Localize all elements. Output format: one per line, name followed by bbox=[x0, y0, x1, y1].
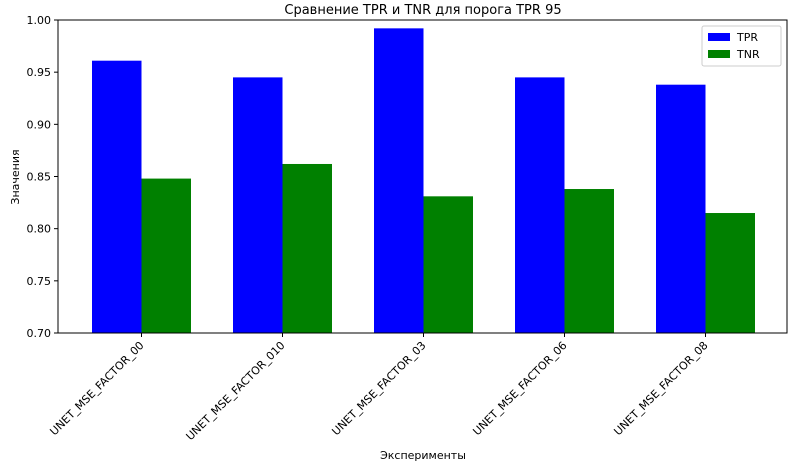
y-tick-label: 0.70 bbox=[27, 327, 52, 340]
y-tick-label: 0.85 bbox=[27, 171, 52, 184]
chart-title: Сравнение TPR и TNR для порога TPR 95 bbox=[284, 3, 561, 18]
legend-swatch-tpr bbox=[708, 33, 730, 41]
y-tick-label: 1.00 bbox=[27, 14, 52, 27]
bar-tnr-1 bbox=[282, 163, 332, 333]
bar-tpr-2 bbox=[374, 28, 424, 333]
bar-tpr-0 bbox=[92, 60, 142, 333]
bar-tpr-4 bbox=[656, 84, 706, 333]
bar-tnr-3 bbox=[564, 189, 614, 333]
y-axis-label: Значения bbox=[9, 149, 22, 204]
bar-tnr-4 bbox=[705, 213, 755, 333]
legend: TPR TNR bbox=[701, 25, 782, 67]
x-tick-label: UNET_MSE_FACTOR_03 bbox=[329, 339, 428, 438]
x-axis-label: Эксперименты bbox=[380, 449, 466, 462]
x-tick-label: UNET_MSE_FACTOR_06 bbox=[470, 339, 569, 438]
bar-tnr-2 bbox=[423, 196, 473, 333]
y-tick-label: 0.80 bbox=[27, 223, 52, 236]
legend-swatch-tnr bbox=[708, 50, 730, 58]
bar-tpr-3 bbox=[515, 77, 565, 333]
x-tick-label: UNET_MSE_FACTOR_010 bbox=[184, 339, 288, 443]
x-axis: UNET_MSE_FACTOR_00 UNET_MSE_FACTOR_010 UNE… bbox=[47, 333, 711, 443]
x-tick-label: UNET_MSE_FACTOR_08 bbox=[611, 339, 710, 438]
bar-tnr-0 bbox=[141, 178, 191, 333]
x-tick-label: UNET_MSE_FACTOR_00 bbox=[47, 339, 146, 438]
y-tick-label: 0.90 bbox=[27, 118, 52, 131]
y-tick-label: 0.75 bbox=[27, 275, 52, 288]
legend-label-tnr: TNR bbox=[736, 48, 760, 61]
legend-label-tpr: TPR bbox=[736, 31, 758, 44]
y-axis: 0.70 0.75 0.80 0.85 0.90 0.95 1.00 bbox=[27, 14, 58, 340]
bar-tpr-1 bbox=[233, 77, 283, 333]
plot-frame bbox=[57, 19, 788, 334]
bars-layer bbox=[92, 28, 755, 333]
y-tick-label: 0.95 bbox=[27, 66, 52, 79]
